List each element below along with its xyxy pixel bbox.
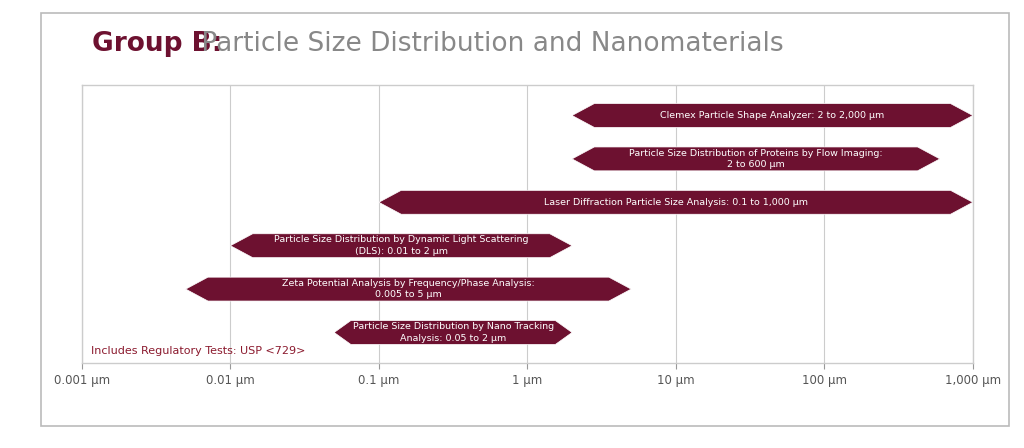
Polygon shape	[572, 103, 973, 127]
Text: Zeta Potential Analysis by Frequency/Phase Analysis:
0.005 to 5 μm: Zeta Potential Analysis by Frequency/Pha…	[282, 279, 535, 299]
Polygon shape	[572, 147, 940, 171]
Text: Clemex Particle Shape Analyzer: 2 to 2,000 μm: Clemex Particle Shape Analyzer: 2 to 2,0…	[660, 111, 885, 120]
Text: Particle Size Distribution of Proteins by Flow Imaging:
2 to 600 μm: Particle Size Distribution of Proteins b…	[629, 149, 883, 169]
Text: Particle Size Distribution and Nanomaterials: Particle Size Distribution and Nanomater…	[193, 31, 783, 57]
Polygon shape	[185, 277, 631, 301]
Polygon shape	[334, 321, 572, 345]
Text: Includes Regulatory Tests: USP <729>: Includes Regulatory Tests: USP <729>	[91, 346, 305, 356]
Text: Group B:: Group B:	[92, 31, 222, 57]
Polygon shape	[379, 190, 973, 214]
Text: Laser Diffraction Particle Size Analysis: 0.1 to 1,000 μm: Laser Diffraction Particle Size Analysis…	[544, 198, 808, 207]
Text: Particle Size Distribution by Dynamic Light Scattering
(DLS): 0.01 to 2 μm: Particle Size Distribution by Dynamic Li…	[274, 236, 528, 256]
Polygon shape	[230, 234, 572, 258]
Text: Particle Size Distribution by Nano Tracking
Analysis: 0.05 to 2 μm: Particle Size Distribution by Nano Track…	[352, 322, 554, 343]
